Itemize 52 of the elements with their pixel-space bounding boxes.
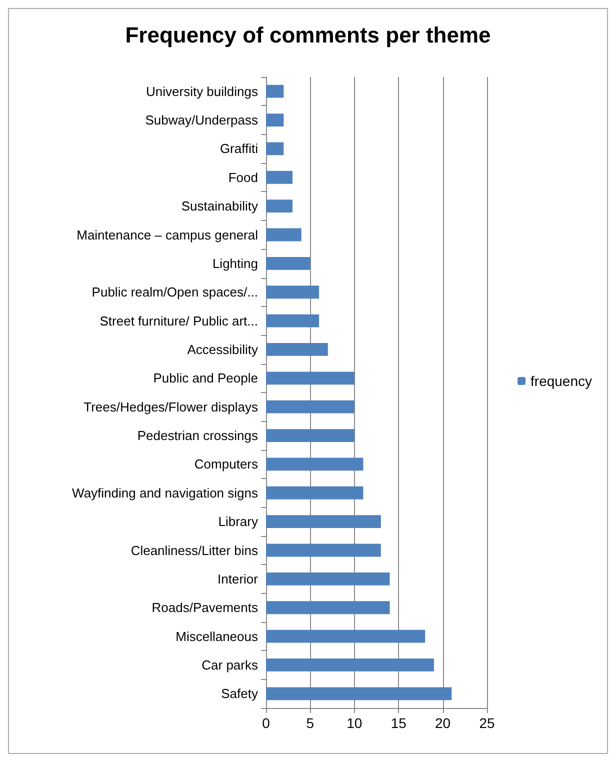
y-tick-label: Street furniture/ Public art... — [100, 313, 258, 328]
y-tick-label: Roads/Pavements — [152, 600, 258, 616]
x-tick-label: 5 — [306, 715, 314, 731]
y-tick-label: Accessibility — [187, 342, 258, 357]
bar — [266, 343, 328, 356]
bar — [266, 372, 354, 385]
bar — [266, 601, 390, 614]
bar — [266, 572, 390, 586]
y-tick-label: Miscellaneous — [176, 628, 258, 644]
y-tick-label: Trees/Hedges/Flower displays — [84, 399, 258, 414]
y-tick-label: Pedestrian crossings — [137, 428, 258, 444]
bar — [266, 458, 364, 471]
bar — [266, 286, 320, 299]
y-tick-label: Public realm/Open spaces/... — [92, 284, 258, 300]
bar — [266, 314, 320, 328]
y-tick-label: University buildings — [146, 84, 258, 99]
y-tick-label: Graffiti — [220, 141, 258, 156]
bar — [266, 256, 310, 270]
y-tick-label: Subway/Underpass — [145, 112, 258, 128]
bar — [266, 515, 381, 528]
x-tick-label: 15 — [390, 715, 407, 731]
bar — [266, 200, 293, 213]
bar — [266, 142, 284, 156]
bar — [266, 114, 284, 126]
y-tick-label: Sustainability — [181, 198, 258, 214]
bar — [266, 658, 434, 672]
x-tick-label: 10 — [346, 715, 362, 731]
y-tick-label: Car parks — [202, 657, 258, 672]
bar — [266, 84, 284, 98]
y-tick-label: Computers — [194, 456, 258, 472]
y-tick-label: Public and People — [153, 370, 258, 386]
y-tick-label: Wayfinding and navigation signs — [72, 485, 258, 500]
y-tick-label: Library — [218, 514, 258, 530]
bar — [266, 544, 381, 557]
bar — [266, 429, 354, 442]
y-tick-label: Maintenance – campus general — [76, 227, 258, 242]
y-tick-label: Food — [228, 170, 258, 185]
bar — [266, 630, 426, 643]
bar — [266, 687, 452, 700]
bar — [266, 170, 293, 184]
chart-title: Frequency of comments per theme — [125, 22, 491, 48]
bar — [266, 400, 354, 414]
y-tick-label: Lighting — [212, 256, 258, 271]
y-tick-label: Safety — [221, 686, 258, 702]
x-tick-label: 20 — [435, 715, 451, 731]
legend-label: frequency — [530, 373, 592, 389]
x-tick-label: 25 — [479, 715, 495, 731]
bar — [266, 486, 364, 500]
bar — [266, 228, 302, 242]
x-tick-label: 0 — [262, 715, 270, 731]
y-tick-label: Interior — [218, 571, 259, 586]
y-tick-label: Cleanliness/Litter bins — [130, 542, 258, 558]
